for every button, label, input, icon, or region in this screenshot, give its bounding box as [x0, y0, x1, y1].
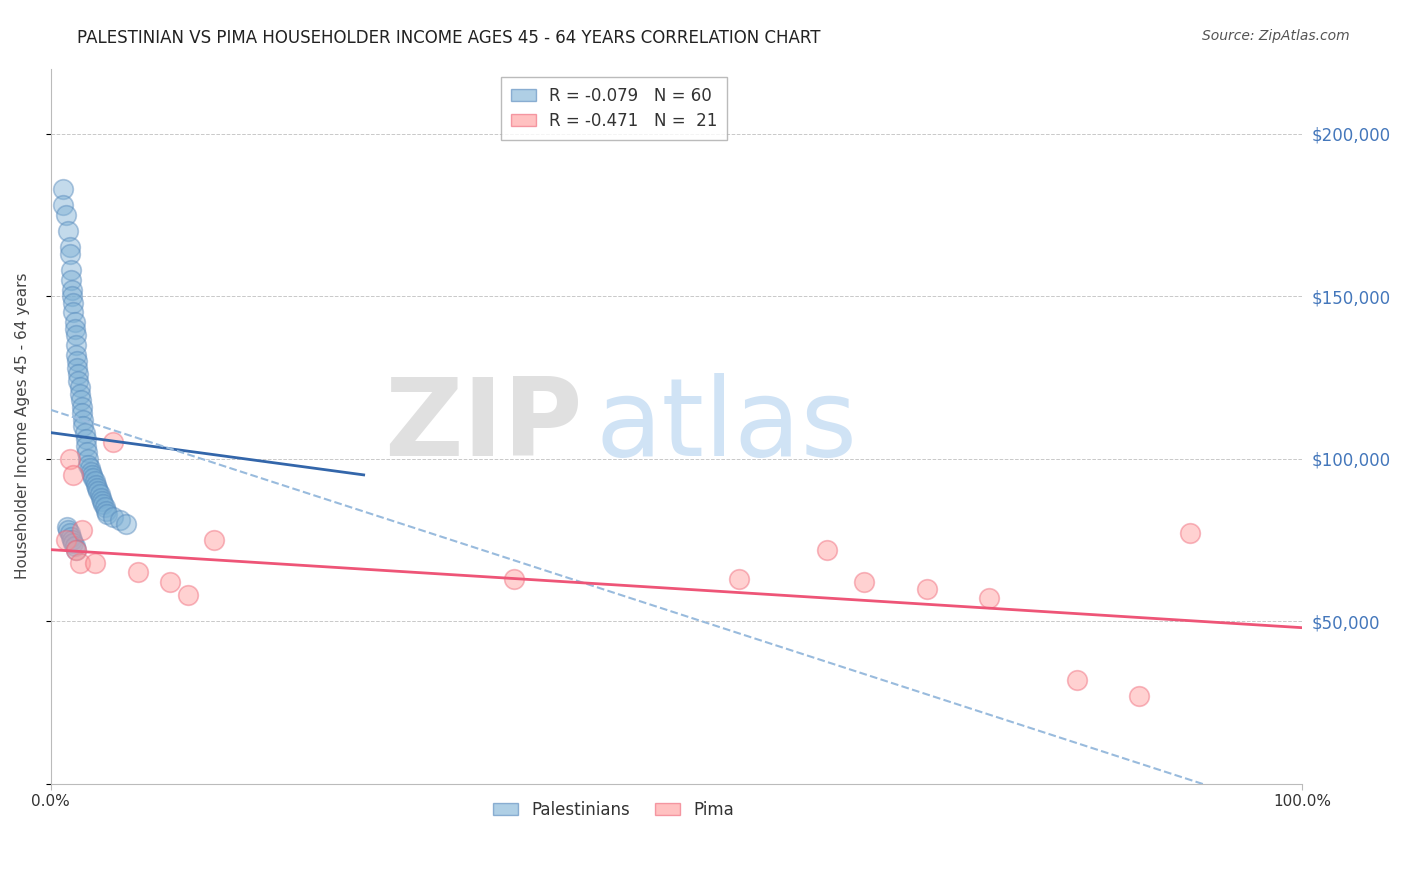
- Point: [1066, 673, 1088, 687]
- Point: [77, 451, 100, 466]
- Point: [65, 328, 87, 343]
- Text: PALESTINIAN VS PIMA HOUSEHOLDER INCOME AGES 45 - 64 YEARS CORRELATION CHART: PALESTINIAN VS PIMA HOUSEHOLDER INCOME A…: [77, 29, 821, 46]
- Point: [83, 556, 105, 570]
- Point: [108, 513, 131, 527]
- Point: [60, 283, 83, 297]
- Point: [127, 566, 149, 580]
- Point: [60, 289, 83, 303]
- Point: [62, 467, 84, 482]
- Point: [103, 510, 125, 524]
- Point: [89, 487, 111, 501]
- Point: [94, 503, 117, 517]
- Point: [62, 536, 84, 550]
- Point: [59, 263, 82, 277]
- Point: [77, 458, 100, 472]
- Point: [82, 471, 104, 485]
- Point: [159, 575, 181, 590]
- Point: [66, 360, 89, 375]
- Point: [59, 273, 82, 287]
- Point: [69, 380, 91, 394]
- Point: [853, 575, 876, 590]
- Point: [91, 494, 114, 508]
- Point: [70, 400, 93, 414]
- Point: [70, 406, 93, 420]
- Point: [728, 572, 751, 586]
- Point: [52, 198, 75, 212]
- Point: [55, 533, 77, 547]
- Text: ZIP: ZIP: [384, 373, 582, 479]
- Point: [177, 588, 200, 602]
- Point: [62, 305, 84, 319]
- Point: [86, 481, 108, 495]
- Point: [70, 523, 93, 537]
- Point: [83, 475, 105, 489]
- Point: [82, 467, 104, 482]
- Legend: Palestinians, Pima: Palestinians, Pima: [486, 794, 741, 825]
- Point: [63, 540, 86, 554]
- Point: [65, 542, 87, 557]
- Point: [59, 530, 82, 544]
- Point: [70, 393, 93, 408]
- Point: [59, 451, 82, 466]
- Point: [66, 354, 89, 368]
- Point: [69, 386, 91, 401]
- Point: [202, 533, 225, 547]
- Point: [69, 556, 91, 570]
- Point: [1178, 526, 1201, 541]
- Point: [67, 367, 90, 381]
- Y-axis label: Householder Income Ages 45 - 64 years: Householder Income Ages 45 - 64 years: [15, 273, 30, 580]
- Point: [72, 419, 94, 434]
- Point: [90, 491, 112, 505]
- Point: [76, 445, 98, 459]
- Point: [72, 412, 94, 426]
- Point: [65, 338, 87, 352]
- Point: [115, 516, 138, 531]
- Point: [65, 348, 87, 362]
- Point: [62, 295, 84, 310]
- Point: [67, 374, 90, 388]
- Text: Source: ZipAtlas.com: Source: ZipAtlas.com: [1202, 29, 1350, 43]
- Point: [1128, 689, 1150, 703]
- Point: [59, 240, 82, 254]
- Point: [84, 477, 107, 491]
- Point: [73, 425, 96, 440]
- Point: [55, 208, 77, 222]
- Point: [103, 435, 125, 450]
- Point: [59, 526, 82, 541]
- Point: [93, 500, 115, 515]
- Text: atlas: atlas: [595, 373, 858, 479]
- Point: [75, 439, 97, 453]
- Point: [96, 507, 118, 521]
- Point: [502, 572, 524, 586]
- Point: [80, 465, 103, 479]
- Point: [93, 497, 115, 511]
- Point: [63, 321, 86, 335]
- Point: [60, 533, 83, 547]
- Point: [56, 520, 79, 534]
- Point: [63, 315, 86, 329]
- Point: [58, 224, 80, 238]
- Point: [75, 432, 97, 446]
- Point: [815, 542, 838, 557]
- Point: [979, 591, 1001, 606]
- Point: [79, 461, 101, 475]
- Point: [915, 582, 938, 596]
- Point: [87, 484, 110, 499]
- Point: [52, 182, 75, 196]
- Point: [58, 523, 80, 537]
- Point: [65, 542, 87, 557]
- Point: [59, 247, 82, 261]
